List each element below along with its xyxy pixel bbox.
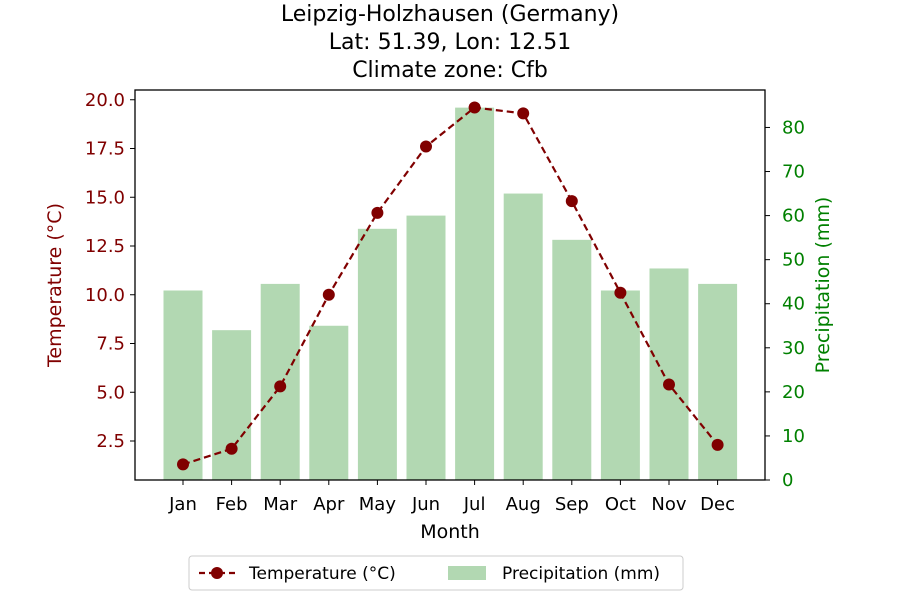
- month-tick-label: Jun: [411, 494, 440, 515]
- month-tick-label: Jul: [463, 494, 486, 515]
- legend-temperature-marker: [211, 567, 223, 579]
- month-tick-label: Apr: [313, 494, 345, 515]
- chart-title: Leipzig-Holzhausen (Germany) Lat: 51.39,…: [281, 2, 619, 83]
- month-tick-label: Jan: [168, 494, 197, 515]
- temperature-tick-label: 2.5: [96, 431, 125, 452]
- precipitation-tick-label: 40: [782, 294, 805, 315]
- precipitation-bar-jul: [455, 107, 495, 480]
- precipitation-bar-sep: [552, 239, 592, 480]
- month-tick-label: May: [359, 494, 397, 515]
- temperature-tick-label: 20.0: [85, 90, 125, 111]
- legend-temperature-label: Temperature (°C): [248, 564, 396, 584]
- precipitation-tick-label: 80: [782, 117, 805, 138]
- temperature-point-sep: [565, 195, 578, 208]
- temperature-point-dec: [711, 438, 724, 451]
- precipitation-bar-jun: [406, 215, 446, 481]
- temperature-point-nov: [663, 378, 675, 391]
- precipitation-tick-label: 20: [782, 382, 805, 403]
- precipitation-bar-jan: [163, 290, 203, 480]
- precipitation-bar-may: [357, 228, 397, 480]
- x-axis-label: Month: [420, 521, 480, 543]
- precipitation-bar-nov: [649, 268, 689, 480]
- month-tick-label: Feb: [216, 494, 248, 515]
- precipitation-bar-apr: [309, 325, 349, 480]
- legend-frame: [188, 555, 684, 591]
- temperature-line: [177, 101, 724, 471]
- month-axis: Jan Feb Mar Apr May Jun Jul Aug Sep Oct Nov Dec: [168, 480, 735, 515]
- chart-title-line-3: Climate zone: Cfb: [352, 58, 548, 83]
- temperature-point-mar: [274, 380, 287, 393]
- temperature-line-path: [182, 106, 719, 466]
- temperature-point-jul: [468, 101, 481, 114]
- month-tick-label: Mar: [263, 494, 298, 515]
- legend-precipitation-label: Precipitation (mm): [502, 564, 660, 584]
- temperature-tick-label: 12.5: [85, 236, 125, 257]
- temperature-tick-label: 17.5: [85, 139, 125, 160]
- plot-frame: [134, 89, 766, 481]
- legend: Temperature (°C) Precipitation (mm): [188, 555, 684, 591]
- legend-precipitation-swatch: [448, 566, 486, 580]
- temperature-tick-label: 7.5: [96, 334, 125, 355]
- precipitation-tick-label: 0: [782, 470, 793, 491]
- chart-title-line-2: Lat: 51.39, Lon: 12.51: [329, 30, 571, 55]
- precipitation-tick-label: 30: [782, 338, 805, 359]
- temperature-point-feb: [225, 442, 238, 455]
- temperature-point-oct: [614, 286, 627, 299]
- precipitation-bar-aug: [503, 193, 543, 480]
- temperature-point-may: [371, 206, 384, 219]
- y-axis-label-precipitation: Precipitation (mm): [812, 197, 834, 374]
- precipitation-bar-oct: [600, 290, 640, 480]
- precipitation-bar-feb: [212, 330, 252, 480]
- temperature-tick-label: 5.0: [96, 382, 125, 403]
- precipitation-bars: [163, 107, 738, 481]
- month-tick-label: Sep: [555, 494, 589, 515]
- month-tick-label: Dec: [700, 494, 735, 515]
- temperature-point-jun: [420, 140, 432, 153]
- precipitation-tick-label: 70: [782, 162, 805, 183]
- temperature-tick-label: 10.0: [85, 285, 125, 306]
- month-tick-label: Nov: [651, 494, 686, 515]
- temperature-point-aug: [517, 107, 530, 120]
- precipitation-tick-label: 60: [782, 206, 805, 227]
- temperature-tick-label: 15.0: [85, 187, 125, 208]
- precipitation-tick-label: 50: [782, 250, 805, 271]
- month-tick-label: Oct: [605, 494, 636, 515]
- precipitation-tick-label: 10: [782, 426, 805, 447]
- month-tick-label: Aug: [506, 494, 541, 515]
- chart-title-line-1: Leipzig-Holzhausen (Germany): [281, 2, 619, 27]
- precipitation-axis: 0 10 20 30 40 50 60 70 80: [765, 117, 805, 491]
- temperature-point-apr: [322, 288, 335, 301]
- temperature-axis: 2.5 5.0 7.5 10.0 12.5 15.0 17.5 20.0: [85, 90, 135, 452]
- temperature-point-jan: [177, 458, 189, 471]
- y-axis-label-temperature: Temperature (°C): [44, 203, 66, 368]
